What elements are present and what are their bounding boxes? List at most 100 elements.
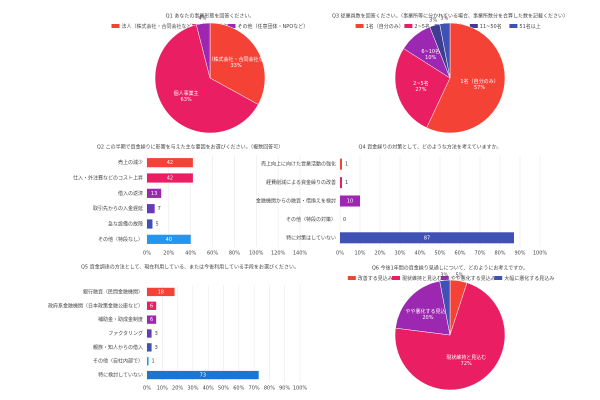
y-tick-label: 借入の返済	[118, 190, 143, 197]
y-tick-label: 急な設備の故障	[108, 221, 143, 228]
slice-category: 1名（自分のみ）	[460, 78, 498, 85]
bar-value: 7	[158, 206, 161, 212]
legend-swatch	[440, 276, 449, 280]
bar-value: 1	[345, 180, 348, 186]
slice-label: 3%	[440, 15, 448, 21]
slice-label: 10%	[425, 55, 436, 61]
slice-category: やや悪化する見込み	[405, 308, 450, 315]
chart-title: Q4 資金繰りの対策として、どのような方法を考えていますか。	[359, 144, 502, 151]
bar-value: 40	[166, 237, 172, 243]
y-tick-label: 売上向上に向けた営業活動の強化	[261, 161, 336, 168]
bar-value: 42	[167, 160, 173, 166]
x-tick-label: 50%	[434, 251, 445, 257]
slice-label: 4%	[198, 15, 206, 21]
legend-label: 大幅に悪化する見込み	[504, 275, 554, 282]
pie-slice	[209, 22, 266, 105]
y-tick-label: その他（特段の対策）	[286, 216, 336, 223]
x-tick-label: 60%	[454, 251, 465, 257]
bar-value: 10	[347, 199, 353, 205]
x-tick-label: 30%	[394, 251, 405, 257]
x-tick-label: 10%	[157, 386, 168, 392]
y-tick-label: ファクタリング	[108, 330, 143, 337]
bar-value: 6	[150, 317, 153, 323]
bar-value: 0	[343, 217, 346, 223]
bar	[340, 177, 342, 189]
bar-value: 1	[152, 359, 155, 365]
legend-label: 法人（株式会社・合同会社など）	[122, 23, 197, 30]
legend-label: やや悪化する見込み	[451, 275, 496, 282]
bar-value: 3	[155, 331, 158, 337]
pie-slice	[394, 48, 451, 129]
x-tick-label: 80%	[264, 386, 275, 392]
legend-swatch	[227, 24, 236, 28]
legend-swatch	[347, 276, 356, 280]
x-tick-label: 10%	[354, 251, 365, 257]
legend-swatch	[404, 24, 413, 28]
bar-value: 6	[150, 303, 153, 309]
bar	[147, 188, 162, 198]
y-tick-label: 補助金・助成金制度	[98, 316, 143, 323]
bar	[147, 158, 193, 168]
legend-label: 51名以上	[519, 23, 540, 30]
y-tick-label: その他（特段なし）	[98, 236, 143, 243]
slice-label: 33%	[230, 63, 241, 69]
x-tick-label: 90%	[279, 386, 290, 392]
legend-swatch	[469, 24, 478, 28]
y-tick-label: 経費削減による資金繰りの改善	[266, 179, 336, 186]
chart-title: Q1 あなたの事業形態を回答ください。	[166, 13, 255, 20]
x-tick-label: 80%	[494, 251, 505, 257]
x-tick-label: 40%	[203, 386, 214, 392]
x-tick-label: 40%	[414, 251, 425, 257]
x-tick-label: 0%	[143, 251, 151, 257]
bar	[147, 329, 152, 338]
y-tick-label: 特に検討していない	[98, 372, 143, 379]
legend-label: 改善する見込み	[358, 275, 393, 282]
chart-title: Q5 資金調達の方法として、現在利用している、または今後利用している手段をお選び…	[81, 264, 299, 271]
pie-slice	[394, 282, 506, 391]
pie-slice	[426, 22, 506, 134]
x-tick-label: 100%	[249, 251, 264, 257]
bar-value: 18	[158, 289, 164, 295]
legend-label: 現状維持と見込む	[402, 275, 442, 282]
x-tick-label: 50%	[218, 386, 229, 392]
slice-label: 27%	[415, 87, 426, 93]
bar	[147, 287, 175, 297]
bar-value: 5	[155, 222, 158, 228]
slice-category: 6~10名	[421, 48, 440, 55]
bar	[147, 173, 193, 183]
bar	[147, 315, 157, 324]
slice-category: 個人事業主	[174, 90, 199, 97]
legend-swatch	[494, 276, 503, 280]
x-tick-label: 0%	[143, 386, 151, 392]
slice-label: 5%	[455, 273, 463, 279]
slice-label: 20%	[422, 315, 433, 321]
x-tick-label: 20%	[172, 386, 183, 392]
legend-swatch	[355, 24, 364, 28]
pie-slice	[439, 22, 451, 79]
chart-title: Q3 従業員数を回答ください。（事業所等に分かれている場合、事業所数分を合算した…	[332, 13, 568, 20]
x-tick-label: 90%	[514, 251, 525, 257]
x-tick-label: 80%	[229, 251, 240, 257]
y-tick-label: 銀行融資（民間金融機関）	[83, 288, 143, 295]
slice-label: 3%	[429, 17, 437, 23]
bar	[340, 158, 342, 170]
pie-slice	[196, 22, 211, 79]
bar	[147, 301, 157, 310]
x-tick-label: 140%	[293, 251, 308, 257]
bar	[340, 195, 360, 207]
slice-category: 2~5名	[413, 80, 429, 87]
bar	[147, 357, 149, 366]
bar-value: 73	[200, 373, 206, 379]
y-tick-label: 仕入・外注費などのコスト上昇	[73, 175, 143, 182]
slice-label: 63%	[181, 97, 192, 103]
x-tick-label: 30%	[187, 386, 198, 392]
pie-slice	[395, 280, 451, 336]
bar	[147, 234, 191, 244]
legend-swatch	[392, 276, 400, 280]
legend-label: 1名（自分のみ）	[366, 23, 404, 30]
bar	[147, 219, 153, 229]
slice-label: 3%	[440, 272, 448, 278]
legend-swatch	[111, 24, 120, 28]
y-tick-label: 売上の減少	[118, 159, 143, 166]
x-tick-label: 40%	[185, 251, 196, 257]
